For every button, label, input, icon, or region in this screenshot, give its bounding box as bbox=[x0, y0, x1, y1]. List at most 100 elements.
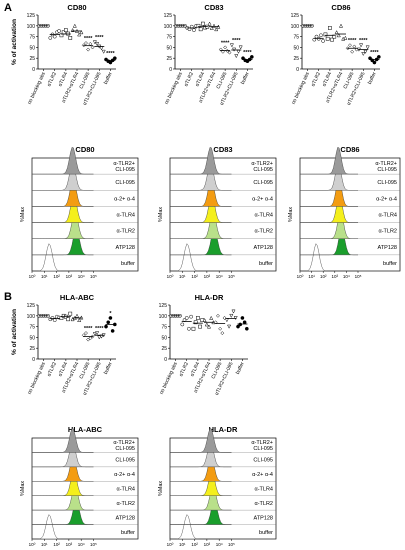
y-tick-label: 125 bbox=[27, 303, 36, 309]
data-point bbox=[214, 27, 219, 32]
histogram-row-label: α-2+ α-4 bbox=[376, 196, 397, 202]
histogram-row-label: CLI-095 bbox=[377, 180, 397, 186]
data-point bbox=[72, 23, 77, 28]
data-point bbox=[196, 23, 201, 28]
histogram-x-tick-label: 10⁰ bbox=[297, 274, 304, 279]
x-tick-label: αTLR2 bbox=[310, 71, 322, 87]
histogram-row-label: α-TLR2 bbox=[379, 229, 397, 235]
panel-label-a: A bbox=[4, 2, 12, 14]
data-point bbox=[224, 318, 229, 323]
histogram-row-label: α-2+ α-4 bbox=[252, 196, 273, 202]
y-tick-label: 75 bbox=[166, 35, 172, 41]
data-point bbox=[229, 313, 234, 318]
data-point bbox=[99, 46, 104, 51]
chart-title: CD86 bbox=[331, 3, 350, 12]
data-point bbox=[184, 316, 189, 320]
data-point bbox=[336, 33, 341, 38]
histogram-y-label: %Max bbox=[158, 207, 164, 223]
data-point bbox=[97, 335, 102, 340]
data-point bbox=[223, 45, 228, 50]
histogram-row-label: buffer bbox=[259, 261, 273, 267]
data-point bbox=[323, 32, 328, 37]
histogram-row-label: ATP128 bbox=[378, 245, 397, 251]
data-point bbox=[198, 27, 203, 32]
data-point bbox=[238, 322, 243, 327]
y-tick-label: 25 bbox=[161, 346, 167, 352]
data-point bbox=[227, 324, 232, 329]
x-tick-label: no blocking abs bbox=[164, 71, 184, 105]
y-tick-label: 25 bbox=[293, 56, 299, 62]
histogram-x-tick-label: 10⁴ bbox=[78, 274, 85, 279]
data-point bbox=[338, 23, 344, 28]
scatter-chart-1: CD83 0 25 50 75 100 125 no blocking abs αTLR2 αTL… bbox=[164, 3, 254, 106]
histogram-x-tick-label: 10¹ bbox=[179, 274, 186, 279]
data-point bbox=[68, 36, 73, 40]
y-tick-label: 50 bbox=[29, 45, 35, 51]
histogram-x-tick-label: 10⁰ bbox=[29, 542, 36, 547]
data-point bbox=[316, 36, 321, 41]
data-point bbox=[206, 324, 212, 329]
histogram-x-tick-label: 10² bbox=[53, 542, 60, 547]
y-tick-label: 125 bbox=[164, 13, 173, 19]
x-tick-label: αTLR2 bbox=[183, 71, 195, 87]
histogram-y-label: %Max bbox=[20, 481, 26, 497]
histogram-row-label: buffer bbox=[259, 530, 273, 536]
data-point bbox=[81, 43, 86, 48]
histogram-row-label: CLI-095 bbox=[253, 446, 273, 452]
histogram-row-label: CLI-095 bbox=[115, 180, 135, 186]
y-tick-label: 75 bbox=[29, 325, 35, 331]
histogram-row-label: α-TLR2+ bbox=[113, 440, 135, 446]
data-point bbox=[222, 316, 227, 320]
y-tick-label: 0 bbox=[32, 357, 35, 363]
y-tick-label: 75 bbox=[161, 325, 167, 331]
data-point bbox=[330, 37, 334, 42]
histogram-x-tick-label: 10⁴ bbox=[216, 542, 223, 547]
x-tick-label: αTLR2 bbox=[178, 361, 190, 377]
histogram-panel-4: HLA-DR %Max buffer ATP128 α-TLR2 α-TLR4 α-2+ α… bbox=[158, 425, 277, 547]
y-tick-label: 0 bbox=[164, 357, 167, 363]
data-point bbox=[334, 30, 339, 35]
histogram-row-label: ATP128 bbox=[116, 515, 135, 521]
histogram-row-label: CLI-095 bbox=[377, 167, 397, 173]
data-point bbox=[359, 43, 364, 48]
histogram-x-tick-label: 10² bbox=[53, 274, 60, 279]
histogram-row-label: α-TLR2+ bbox=[251, 161, 273, 167]
histogram-row-label: α-2+ α-4 bbox=[114, 472, 135, 478]
histogram-panel-3: HLA-ABC %Max buffer ATP128 α-TLR2 α-TLR4 α-2+ … bbox=[20, 425, 139, 547]
data-point bbox=[192, 28, 196, 32]
histogram-row-label: buffer bbox=[383, 261, 397, 267]
data-point bbox=[242, 320, 247, 325]
significance-stars: **** bbox=[370, 50, 379, 56]
y-tick-label: 100 bbox=[27, 314, 36, 320]
histogram-row-label: α-TLR2+ bbox=[113, 161, 135, 167]
data-point bbox=[108, 316, 113, 320]
histogram-row-label: buffer bbox=[121, 530, 135, 536]
data-point bbox=[231, 309, 236, 314]
histogram-x-tick-label: 10⁴ bbox=[343, 274, 350, 279]
data-point bbox=[83, 331, 88, 336]
data-point bbox=[189, 314, 193, 319]
histogram-x-tick-label: 10⁴ bbox=[216, 274, 223, 279]
data-point bbox=[108, 60, 113, 65]
data-point bbox=[77, 317, 82, 322]
data-point bbox=[187, 326, 191, 331]
x-tick-label: buffer bbox=[240, 71, 251, 85]
scatter-chart-0: CD80 % of activation 0 25 50 75 100 125 no block… bbox=[11, 3, 117, 106]
histogram-title: HLA-DR bbox=[209, 425, 238, 434]
significance-stars: **** bbox=[95, 35, 104, 41]
histogram-row-label: CLI-095 bbox=[253, 180, 273, 186]
data-point bbox=[232, 47, 237, 52]
y-tick-label: 125 bbox=[27, 13, 36, 19]
data-point bbox=[328, 26, 332, 30]
x-tick-label: no blocking abs bbox=[27, 71, 47, 105]
data-point bbox=[191, 326, 196, 331]
significance-stars: **** bbox=[348, 38, 357, 44]
y-tick-label: 100 bbox=[164, 24, 173, 30]
histogram-title: CD83 bbox=[213, 145, 232, 154]
significance-stars: **** bbox=[84, 326, 93, 332]
chart-title: HLA-ABC bbox=[60, 293, 95, 302]
data-point bbox=[361, 52, 366, 57]
y-tick-label: 0 bbox=[296, 67, 299, 73]
histogram-x-tick-label: 10² bbox=[191, 542, 198, 547]
data-point bbox=[106, 320, 111, 325]
